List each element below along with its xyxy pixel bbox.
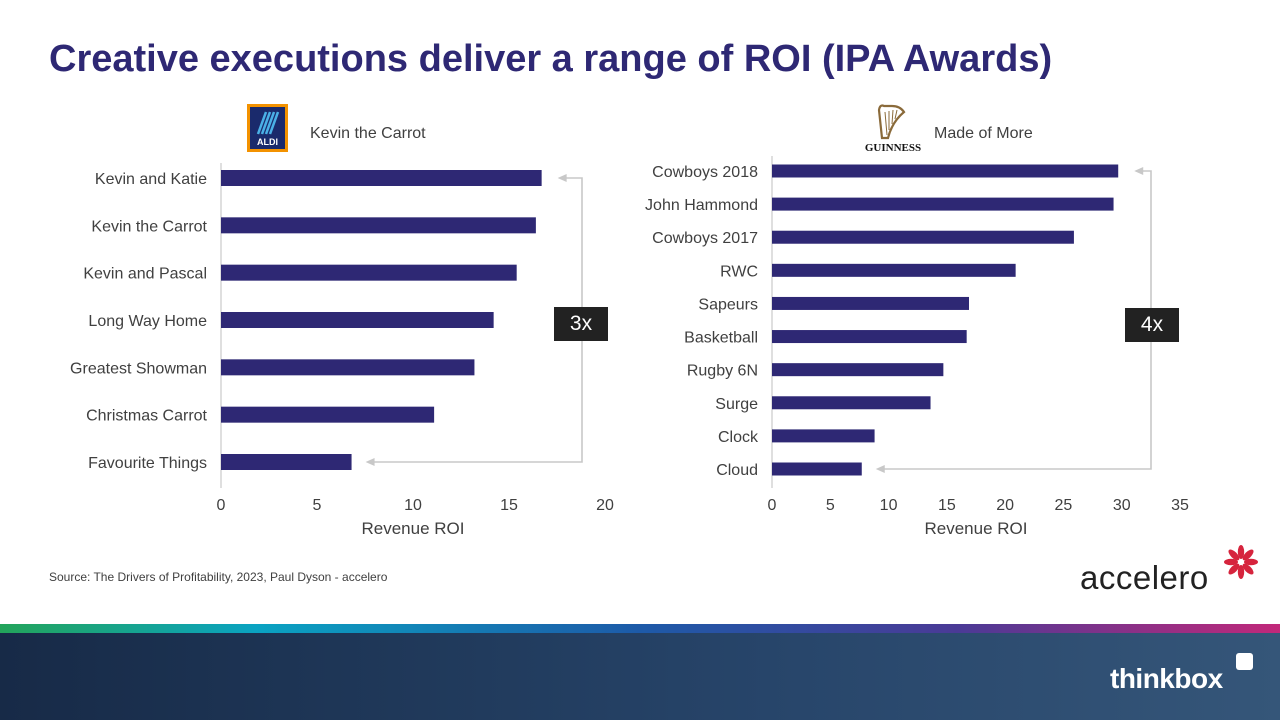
accelero-star-icon [1224,545,1258,579]
aldi-campaign-name: Kevin the Carrot [310,125,426,142]
accelero-logo: accelero [1078,545,1258,600]
guinness-tick-label: 30 [1113,497,1131,514]
guinness-tick-label: 25 [1055,497,1073,514]
guinness-bar [772,396,931,410]
guinness-bar [772,197,1114,211]
guinness-campaign-name: Made of More [934,125,1033,142]
thinkbox-square-icon [1236,653,1253,670]
guinness-bracket-line [881,170,1152,470]
aldi-bar [221,312,494,328]
guinness-category-label: Basketball [684,330,758,347]
aldi-bracket-arrow-top [557,174,567,182]
aldi-logo-text: ALDI [257,137,278,147]
aldi-category-label: Favourite Things [88,455,207,472]
aldi-roi-multiplier-badge: 3x [554,307,608,341]
aldi-bar [221,264,517,281]
aldi-tick-label: 15 [500,497,518,514]
source-note: Source: The Drivers of Profitability, 20… [49,570,388,584]
guinness-bar [772,429,875,443]
guinness-category-label: Clock [718,429,759,446]
guinness-bar [772,164,1119,178]
guinness-harp-logo: GUINNESS [862,102,924,154]
guinness-category-label: Cowboys 2017 [652,230,758,247]
guinness-tick-label: 20 [996,497,1014,514]
guinness-bracket-arrow-top [1134,167,1144,175]
guinness-category-label: Surge [715,396,758,413]
guinness-tick-label: 0 [768,497,777,514]
guinness-bar [772,296,970,310]
guinness-bar [772,330,967,344]
guinness-logo-text: GUINNESS [865,142,921,154]
guinness-category-label: Cloud [716,462,758,479]
aldi-category-label: Greatest Showman [70,360,207,377]
footer-band: thinkbox [0,633,1280,720]
aldi-bar [221,170,542,186]
guinness-tick-label: 10 [880,497,898,514]
guinness-roi-multiplier-badge: 4x [1125,308,1179,342]
aldi-tick-label: 0 [217,497,226,514]
guinness-bar [772,462,862,476]
guinness-category-label: Rugby 6N [687,363,758,380]
aldi-axis-title: Revenue ROI [362,519,465,538]
guinness-category-label: RWC [720,263,758,280]
guinness-tick-label: 15 [938,497,956,514]
aldi-bracket-arrow-bottom [365,458,375,466]
thinkbox-logo: thinkbox [1110,663,1223,694]
slide-title: Creative executions deliver a range of R… [49,38,1053,80]
aldi-category-label: Kevin the Carrot [91,218,207,235]
aldi-logo: ALDI [247,104,288,152]
aldi-tick-label: 20 [596,497,614,514]
guinness-bar [772,263,1016,277]
guinness-category-label: John Hammond [645,197,758,214]
aldi-tick-label: 10 [404,497,422,514]
aldi-category-label: Christmas Carrot [86,408,207,425]
guinness-tick-label: 35 [1171,497,1189,514]
aldi-category-label: Long Way Home [88,313,207,330]
guinness-axis-title: Revenue ROI [925,519,1028,538]
guinness-bar [772,230,1074,244]
aldi-bar [221,359,475,376]
aldi-bar [221,454,352,470]
aldi-category-label: Kevin and Pascal [83,266,207,283]
aldi-bar [221,217,536,234]
guinness-category-label: Sapeurs [698,296,758,313]
guinness-bracket-arrow-bottom [875,465,885,473]
aldi-category-label: Kevin and Katie [95,171,207,188]
aldi-bar [221,406,435,423]
brand-gradient-strip [0,624,1280,633]
accelero-wordmark: accelero [1080,559,1209,596]
guinness-bar [772,363,944,377]
guinness-category-label: Cowboys 2018 [652,164,758,181]
aldi-tick-label: 5 [313,497,322,514]
guinness-tick-label: 5 [826,497,835,514]
